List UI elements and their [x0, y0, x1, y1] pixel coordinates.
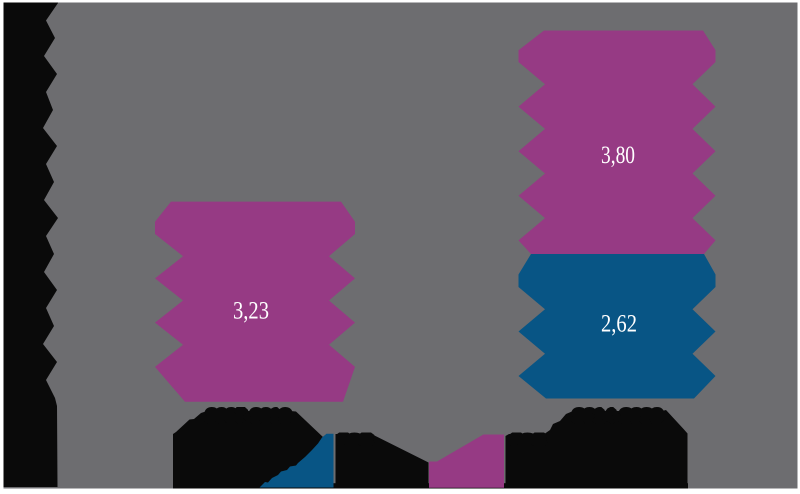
svg-text:3,80: 3,80 — [601, 142, 635, 169]
svg-text:3,23: 3,23 — [233, 298, 269, 325]
svg-text:2014-2020: 2014-2020 — [574, 408, 662, 425]
svg-text:FSE: FSE — [338, 432, 372, 447]
svg-text:2007-2013: 2007-2013 — [207, 408, 290, 425]
svg-text:2,62: 2,62 — [601, 311, 637, 338]
svg-text:FSE: FSE — [511, 432, 545, 447]
